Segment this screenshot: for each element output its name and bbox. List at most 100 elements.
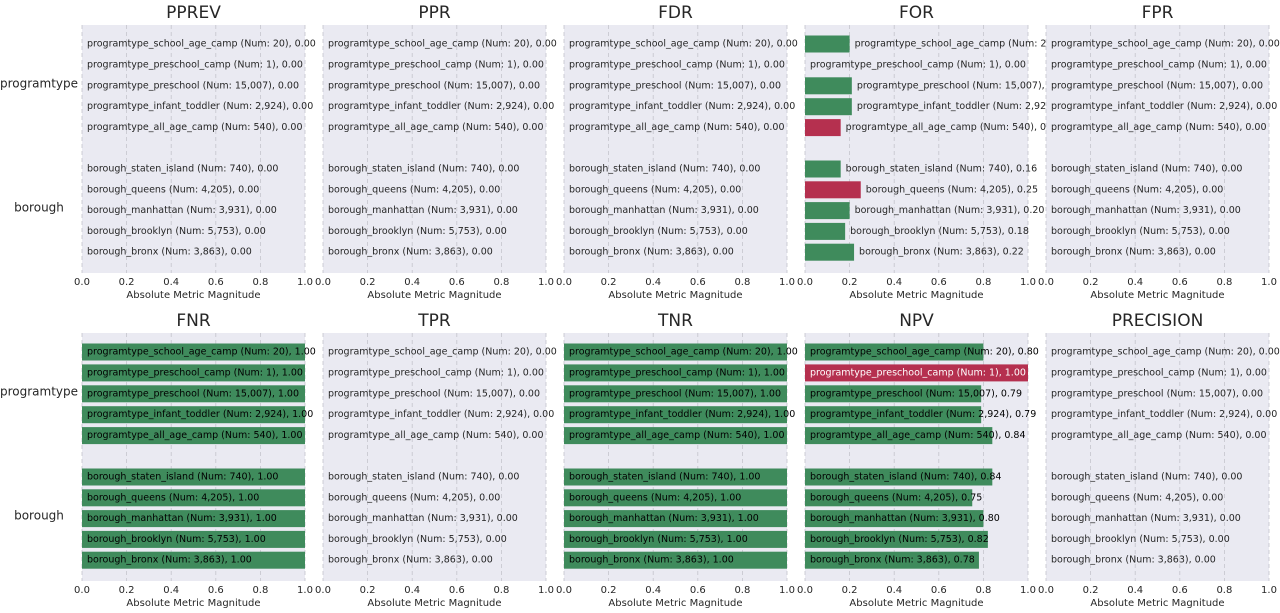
x-axis-label: Absolute Metric Magnitude	[608, 598, 742, 609]
bar-label: programtype_school_age_camp (Num: 20), 0…	[810, 347, 1039, 358]
bar	[805, 202, 850, 220]
bar-label: programtype_all_age_camp (Num: 540), 0.0…	[87, 122, 303, 133]
x-tick-label: 0.0	[74, 277, 90, 288]
x-tick-label: 0.6	[449, 585, 465, 596]
x-tick-label: 0.0	[315, 585, 331, 596]
bar-label: borough_bronx (Num: 3,863), 0.00	[328, 247, 493, 258]
x-tick-label: 0.0	[797, 277, 813, 288]
bar-label: borough_bronx (Num: 3,863), 0.00	[328, 555, 493, 566]
bar	[805, 98, 852, 116]
bar	[564, 427, 787, 445]
bar-label: borough_brooklyn (Num: 5,753), 0.00	[87, 226, 266, 237]
bar-label: programtype_school_age_camp (Num: 20), 0…	[1051, 39, 1280, 50]
chart-title: FNR	[176, 311, 210, 331]
x-tick-label: 0.0	[1038, 585, 1054, 596]
bar	[564, 364, 787, 382]
bar-label: programtype_school_age_camp (Num: 20	[855, 39, 1053, 50]
x-tick-label: 1.0	[538, 585, 554, 596]
bar-label: borough_queens (Num: 4,205), 1.00	[87, 492, 259, 503]
x-tick-label: 0.6	[690, 277, 706, 288]
bar-label: programtype_preschool_camp (Num: 1), 0.0…	[1051, 59, 1267, 70]
bar-label: programtype_preschool (Num: 15,007), 0.0…	[328, 388, 540, 399]
bar	[82, 530, 305, 548]
bar-label: borough_manhattan (Num: 3,931), 0.00	[328, 513, 518, 524]
x-tick-label: 0.0	[315, 277, 331, 288]
bar-label: borough_manhattan (Num: 3,931), 0.00	[569, 205, 759, 216]
bar-label: programtype_school_age_camp (Num: 20), 0…	[1051, 347, 1280, 358]
bar-label: borough_staten_island (Num: 740), 0.00	[1051, 472, 1242, 483]
bar-label: programtype_all_age_camp (Num: 540), 0.0…	[328, 122, 544, 133]
bar-label: programtype_all_age_camp (Num: 540), 0.0…	[569, 122, 785, 133]
bar-label: programtype_infant_toddler (Num: 2,924),…	[569, 409, 795, 420]
x-tick-label: 0.2	[842, 277, 858, 288]
bar-label: programtype_infant_toddler (Num: 2,924),…	[87, 409, 313, 420]
chart-title: PRECISION	[1112, 311, 1204, 331]
bar-label: borough_manhattan (Num: 3,931), 1.00	[87, 513, 277, 524]
bar-label: programtype_school_age_camp (Num: 20), 1…	[87, 347, 316, 358]
bar	[805, 406, 982, 424]
x-tick-label: 0.2	[601, 585, 617, 596]
bar-label: programtype_all_age_camp (Num: 540), 0.0…	[1051, 122, 1267, 133]
x-axis-label: Absolute Metric Magnitude	[126, 598, 260, 609]
bar	[82, 468, 305, 486]
x-tick-label: 0.4	[1127, 585, 1143, 596]
bar-label: borough_manhattan (Num: 3,931), 1.00	[569, 513, 759, 524]
x-tick-label: 0.8	[493, 585, 509, 596]
bar-label: borough_queens (Num: 4,205), 0.00	[569, 184, 741, 195]
x-tick-label: 0.4	[645, 277, 661, 288]
bar-label: borough_brooklyn (Num: 5,753), 0.00	[1051, 226, 1230, 237]
bar-label: borough_staten_island (Num: 740), 0.16	[846, 164, 1037, 175]
x-axis-label: Absolute Metric Magnitude	[126, 290, 260, 301]
bar	[805, 243, 855, 261]
bar	[805, 551, 979, 569]
x-tick-label: 0.4	[1127, 277, 1143, 288]
x-tick-label: 0.2	[360, 277, 376, 288]
x-tick-label: 1.0	[297, 585, 313, 596]
bar	[82, 343, 305, 361]
bar-label: borough_queens (Num: 4,205), 0.25	[866, 184, 1038, 195]
bar-label: programtype_preschool_camp (Num: 1), 0.0…	[328, 59, 544, 70]
bar-label: programtype_preschool_camp (Num: 1), 0.0…	[87, 59, 303, 70]
bar-label: borough_brooklyn (Num: 5,753), 0.18	[850, 226, 1029, 237]
bar-label: borough_brooklyn (Num: 5,753), 0.82	[810, 534, 989, 545]
bar	[805, 119, 841, 137]
chart-title: FDR	[658, 3, 693, 23]
bar	[82, 427, 305, 445]
bar	[82, 551, 305, 569]
bar-label: borough_queens (Num: 4,205), 0.00	[87, 184, 259, 195]
x-tick-label: 0.0	[74, 585, 90, 596]
x-tick-label: 0.0	[556, 277, 572, 288]
bar	[805, 385, 982, 403]
x-tick-label: 0.6	[931, 585, 947, 596]
bar-label: programtype_school_age_camp (Num: 20), 0…	[328, 39, 557, 50]
plot-area	[1046, 25, 1269, 273]
bar-label: programtype_infant_toddler (Num: 2,924),…	[1051, 101, 1277, 112]
x-tick-label: 0.4	[404, 277, 420, 288]
bar	[564, 489, 787, 507]
bar	[805, 364, 1028, 382]
bar-label: programtype_preschool (Num: 15,007), 0.0…	[1051, 388, 1263, 399]
x-tick-label: 0.8	[493, 277, 509, 288]
x-tick-label: 0.8	[1216, 277, 1232, 288]
x-tick-label: 0.6	[208, 277, 224, 288]
x-tick-label: 1.0	[297, 277, 313, 288]
x-tick-label: 0.8	[1216, 585, 1232, 596]
x-tick-label: 0.4	[886, 585, 902, 596]
bar-label: borough_bronx (Num: 3,863), 0.00	[1051, 555, 1216, 566]
bar-label: programtype_infant_toddler (Num: 2,924)	[857, 101, 1056, 112]
x-tick-label: 0.6	[690, 585, 706, 596]
x-tick-label: 1.0	[779, 585, 795, 596]
bar-label: programtype_school_age_camp (Num: 20), 0…	[87, 39, 316, 50]
chart-title: FPR	[1142, 3, 1174, 23]
chart-title: TNR	[657, 311, 693, 331]
bar	[805, 77, 852, 95]
bar-label: programtype_school_age_camp (Num: 20), 0…	[328, 347, 557, 358]
bar-label: borough_bronx (Num: 3,863), 1.00	[87, 555, 252, 566]
x-axis-label: Absolute Metric Magnitude	[1090, 598, 1224, 609]
bar-label: programtype_all_age_camp (Num: 540), 0.1	[846, 122, 1055, 133]
bar-label: borough_bronx (Num: 3,863), 0.00	[569, 247, 734, 258]
chart-title: NPV	[899, 311, 934, 331]
x-tick-label: 0.4	[645, 585, 661, 596]
bar	[82, 364, 305, 382]
group-label: programtype	[0, 77, 78, 91]
